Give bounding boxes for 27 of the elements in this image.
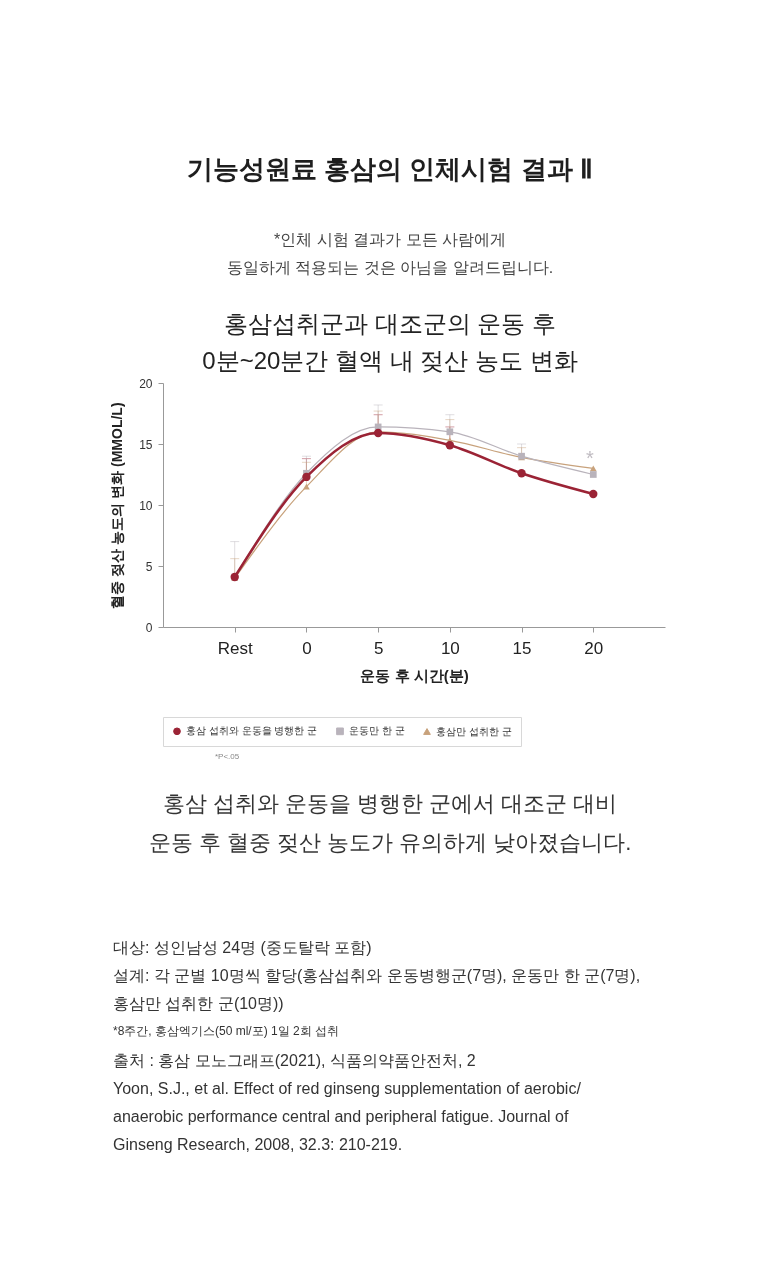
x-axis-title: 운동 후 시간(분) xyxy=(360,666,469,684)
x-tick-label: Rest xyxy=(217,638,253,658)
y-axis-title: 혈중 젖산 농도의 변화 (MMOL/L) xyxy=(109,402,126,609)
x-tick-label: 5 xyxy=(373,638,384,658)
text: 홍삼 섭취와 운동을 병행한 군에서 대조군 대비 운동 후 혈중 젖산 농도가 유의하게 낮아졌습니다. xyxy=(148,791,632,855)
y-tick-label: 10 xyxy=(139,498,153,513)
y-tick-label: 20 xyxy=(139,376,153,391)
text: *P<.05 xyxy=(215,752,240,761)
legend-label: 운동만 한 군 xyxy=(349,725,405,737)
x-tick-label: 15 xyxy=(512,638,532,658)
y-tick-label: 15 xyxy=(139,437,153,452)
source-note: 출처 : 홍삼 모노그래프(2021), 식품의약품안전처, 2 xyxy=(113,1052,476,1069)
text: *인체 시험 결과가 모든 사람에게 동일하게 적용되는 것은 아님을 알려드립니다. xyxy=(226,231,554,276)
text: 설계: 각 군별 10명씩 할당(홍삼섭취와 운동병행군(7명), 운동만 한 군(7명), 홍삼만 섭취한 군(10명)) xyxy=(113,967,641,1012)
text: *8주간, 홍삼엑기스(50 ml/포) 1일 2회 섭취 xyxy=(113,1024,340,1038)
chart-subtitle: 홍삼섭취군과 대조군의 운동 후 0분~20분간 혈액 내 젖산 농도 변화 xyxy=(202,310,578,374)
text: 대상: 성인남성 24명 (중도탈락 포함) xyxy=(113,939,372,956)
chart-title: 기능성원료 홍삼의 인체시험 결과 Ⅱ xyxy=(187,154,593,184)
x-tick-label: 10 xyxy=(440,638,460,658)
legend-label: 홍삼 섭취와 운동을 병행한 군 xyxy=(186,725,318,737)
x-tick-label: 20 xyxy=(584,638,604,658)
y-tick-label: 5 xyxy=(145,559,153,574)
x-tick-label: 0 xyxy=(302,638,312,658)
text: Yoon, S.J., et al. Effect of red ginseng supplementation of aerobic/ anaerobic performance central and peripheral fatigue. Journal of Ginseng Research, 2008, 32.3: 210-219. xyxy=(113,1080,582,1153)
annotation: * xyxy=(586,447,595,469)
legend-label: 홍삼만 섭취한 군 xyxy=(436,725,512,737)
y-tick-label: 0 xyxy=(145,620,153,635)
